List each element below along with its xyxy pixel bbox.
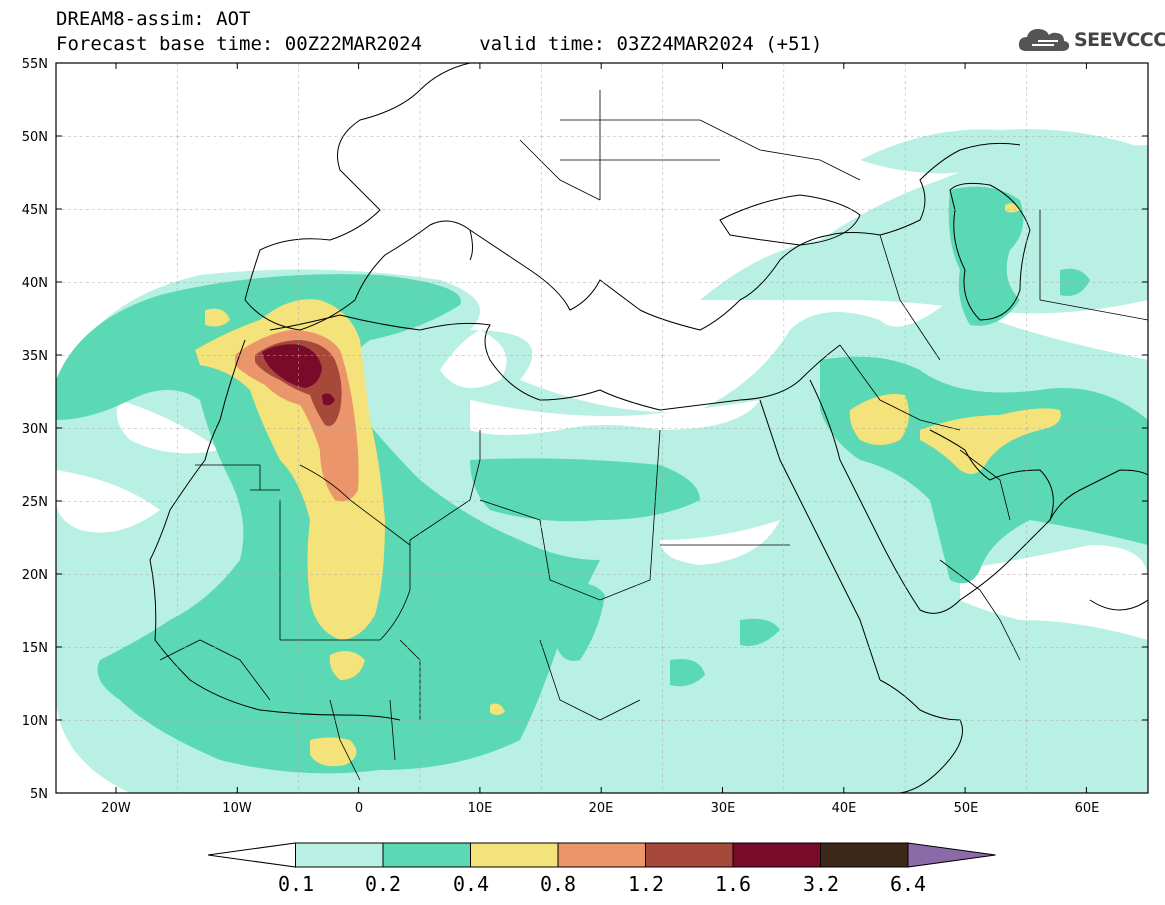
axis-ticks <box>56 62 1148 794</box>
logo-text: SEEVCCC <box>1074 29 1165 51</box>
lon-label: 30E <box>711 801 736 816</box>
colorbar-box <box>645 842 734 868</box>
lon-label: 0 <box>355 801 363 816</box>
lat-label: 10N <box>22 714 48 729</box>
colorbar-label: 0.4 <box>453 872 489 896</box>
colorbar-box <box>382 842 471 868</box>
lat-label: 40N <box>22 276 48 291</box>
colorbar-label: 0.1 <box>278 872 314 896</box>
map-subtitle: Forecast base time: 00Z22MAR2024 valid t… <box>56 33 823 55</box>
lat-label: 25N <box>22 495 48 510</box>
colorbar-label: 1.6 <box>715 872 751 896</box>
longitude-axis: 20W 10W 0 10E 20E 30E 40E 50E 60E <box>101 801 1099 816</box>
lat-label: 15N <box>22 641 48 656</box>
colorbar-labels: 0.1 0.2 0.4 0.8 1.2 1.6 3.2 6.4 <box>278 872 926 896</box>
seevccc-logo: SEEVCCC <box>1018 24 1165 56</box>
lon-label: 60E <box>1075 801 1100 816</box>
colorbar-over-triangle <box>907 842 996 868</box>
lon-label: 10E <box>468 801 493 816</box>
lat-label: 30N <box>22 422 48 437</box>
colorbar-label: 1.2 <box>628 872 664 896</box>
colorbar-label: 0.8 <box>540 872 576 896</box>
lat-label: 50N <box>22 130 48 145</box>
lat-label: 35N <box>22 349 48 364</box>
latitude-axis: 55N 50N 45N 40N 35N 30N 25N 20N 15N 10N … <box>22 57 48 802</box>
colorbar-under-triangle <box>207 842 296 868</box>
lat-label: 45N <box>22 203 48 218</box>
lon-label: 40E <box>832 801 857 816</box>
lon-label: 20E <box>589 801 614 816</box>
colorbar-label: 3.2 <box>803 872 839 896</box>
colorbar-box <box>732 842 821 868</box>
lat-label: 55N <box>22 57 48 72</box>
lat-label: 5N <box>30 787 48 802</box>
colorbar-boxes <box>207 842 996 868</box>
colorbar-label: 0.2 <box>365 872 401 896</box>
cloud-icon <box>1018 29 1070 51</box>
colorbar-box <box>557 842 646 868</box>
colorbar-box <box>295 842 384 868</box>
aot-field <box>56 63 1148 793</box>
lon-label: 10W <box>222 801 252 816</box>
lat-label: 20N <box>22 568 48 583</box>
lon-label: 50E <box>954 801 979 816</box>
map-title: DREAM8-assim: AOT <box>56 8 251 30</box>
colorbar-box <box>470 842 559 868</box>
colorbar-box <box>820 842 909 868</box>
colorbar-label: 6.4 <box>890 872 926 896</box>
lon-label: 20W <box>101 801 131 816</box>
